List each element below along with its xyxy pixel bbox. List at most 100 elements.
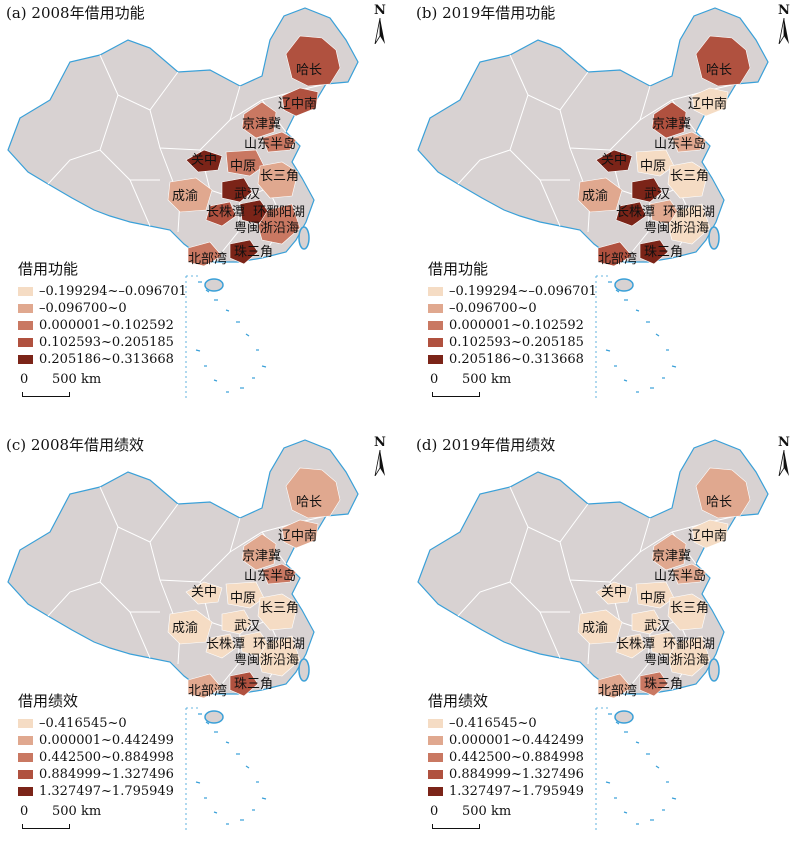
region-changsanjiao	[257, 161, 299, 199]
province-boundary	[99, 486, 179, 543]
province-boundary	[129, 611, 151, 659]
south-china-sea-island	[261, 797, 267, 800]
region-label-guanzhong: 关中	[601, 153, 627, 168]
panel-title: (d) 2019年借用绩效	[416, 436, 556, 454]
legend-item: 1.327497~1.795949	[428, 783, 584, 800]
region-chengyu	[577, 609, 623, 645]
region-label-shandong: 山东半岛	[244, 568, 296, 584]
legend-item: –0.096700~0	[428, 300, 597, 317]
legend-swatch	[428, 770, 443, 779]
panel-title: (b) 2019年借用功能	[416, 4, 556, 22]
region-yuemin	[257, 203, 301, 245]
region-zhusanjiao	[229, 239, 259, 265]
region-haerbin-changchun	[695, 467, 751, 519]
region-haerbin-changchun	[695, 35, 751, 87]
region-label-jingjinji: 京津冀	[652, 548, 691, 564]
region-beibuwan	[187, 241, 223, 267]
region-label-yuemin: 粤闽浙沿海	[234, 220, 299, 236]
legend-swatch	[18, 304, 33, 313]
south-china-sea-island	[205, 721, 210, 725]
province-boundary	[47, 526, 119, 617]
legend-label: –0.096700~0	[39, 301, 127, 316]
region-label-liaozhongnan: 辽中南	[278, 96, 317, 112]
nine-dash-line	[595, 707, 610, 832]
region-label-changzhutan: 长株潭	[206, 637, 245, 652]
legend-item: 0.102593~0.205185	[428, 334, 597, 351]
province-boundary	[129, 179, 151, 227]
legend-swatch	[18, 287, 33, 296]
region-label-changzhutan: 长株潭	[616, 205, 655, 220]
province-boundary	[509, 486, 589, 543]
region-shandong	[261, 131, 297, 153]
legend-label: 0.205186~0.313668	[39, 352, 174, 367]
north-label: N	[374, 435, 386, 450]
legend-swatch	[428, 719, 443, 728]
region-label-wuhan: 武汉	[644, 619, 670, 634]
region-zhongyuan	[225, 581, 265, 609]
region-label-wuhan: 武汉	[234, 619, 260, 634]
region-label-huanpoyang: 环鄱阳湖	[663, 637, 715, 652]
legend-item: 0.205186~0.313668	[18, 351, 187, 368]
region-label-guanzhong: 关中	[601, 585, 627, 600]
map-panel-b: (b) 2019年借用功能 N 哈长 辽中南 京津冀 山东半岛 关中 中原 长三角 成渝 武汉长…	[410, 0, 800, 425]
region-changsanjiao	[667, 161, 709, 199]
region-zhongyuan	[635, 149, 675, 177]
region-liaozhongnan	[281, 87, 319, 117]
region-zhusanjiao	[639, 239, 669, 265]
taiwan-island	[708, 658, 720, 682]
region-label-zhongyuan: 中原	[230, 591, 256, 606]
region-label-yuemin: 粤闽浙沿海	[644, 220, 709, 236]
legend-item: 0.442500~0.884998	[428, 749, 584, 766]
north-label: N	[778, 3, 790, 18]
legend-item: –0.416545~0	[18, 715, 174, 732]
south-china-sea-island	[245, 765, 250, 769]
province-boundary	[539, 179, 561, 227]
south-china-sea-island	[213, 379, 218, 382]
legend: 借用功能 –0.199294~–0.096701 –0.096700~0 0.000…	[428, 258, 597, 368]
legend-item: –0.199294~–0.096701	[428, 283, 597, 300]
legend-item: 0.000001~0.442499	[428, 732, 584, 749]
map-panel-d: (d) 2019年借用绩效 N 哈长 辽中南 京津冀 山东半岛 关中 中原 长三角 成渝 武汉长…	[410, 432, 800, 857]
region-liaozhongnan	[691, 519, 729, 549]
region-guanzhong	[595, 149, 633, 173]
south-china-sea-island	[615, 721, 620, 725]
north-arrow-icon: N	[772, 436, 796, 480]
region-wuhan	[631, 177, 663, 203]
region-chengyu	[167, 609, 213, 645]
region-label-changsanjiao: 长三角	[260, 601, 299, 616]
region-zhusanjiao	[639, 671, 669, 697]
hainan-island	[204, 278, 224, 292]
map-panel-c: (c) 2008年借用绩效 N 哈长 辽中南 京津冀 山东半岛 关中 中原 长三角 成渝 武汉长…	[0, 432, 400, 857]
region-beibuwan	[597, 673, 633, 699]
legend-swatch	[18, 770, 33, 779]
north-label: N	[778, 435, 790, 450]
region-label-wuhan: 武汉	[644, 187, 670, 202]
region-zhongyuan	[635, 581, 675, 609]
region-liaozhongnan	[691, 87, 729, 117]
legend-item: –0.096700~0	[18, 300, 187, 317]
legend-label: –0.416545~0	[39, 716, 127, 731]
legend-label: 1.327497~1.795949	[449, 784, 584, 799]
region-label-haerbin-changchun: 哈长	[706, 63, 732, 78]
legend-title: 借用绩效	[18, 692, 79, 710]
legend-title: 借用功能	[428, 260, 489, 278]
region-label-changsanjiao: 长三角	[260, 169, 299, 184]
nine-dash-line	[185, 707, 200, 832]
legend-item: 0.102593~0.205185	[18, 334, 187, 351]
region-changzhutan	[205, 633, 237, 659]
map-panel-a: (a) 2008年借用功能 N 哈长 辽中南 京津冀 山东半岛 关中 中原 长三角 成渝 武汉长…	[0, 0, 400, 425]
south-china-sea-island	[195, 349, 201, 352]
province-boundary	[623, 199, 651, 263]
region-changsanjiao	[667, 593, 709, 631]
south-china-sea-island	[671, 797, 677, 800]
nine-dash-line	[185, 275, 200, 400]
south-china-sea-island	[261, 365, 267, 368]
legend-label: 0.000001~0.102592	[449, 318, 584, 333]
scale-distance: 500 km	[462, 372, 512, 387]
legend-label: 0.442500~0.884998	[449, 750, 584, 765]
scale-zero: 0	[430, 372, 439, 387]
legend-swatch	[428, 304, 443, 313]
